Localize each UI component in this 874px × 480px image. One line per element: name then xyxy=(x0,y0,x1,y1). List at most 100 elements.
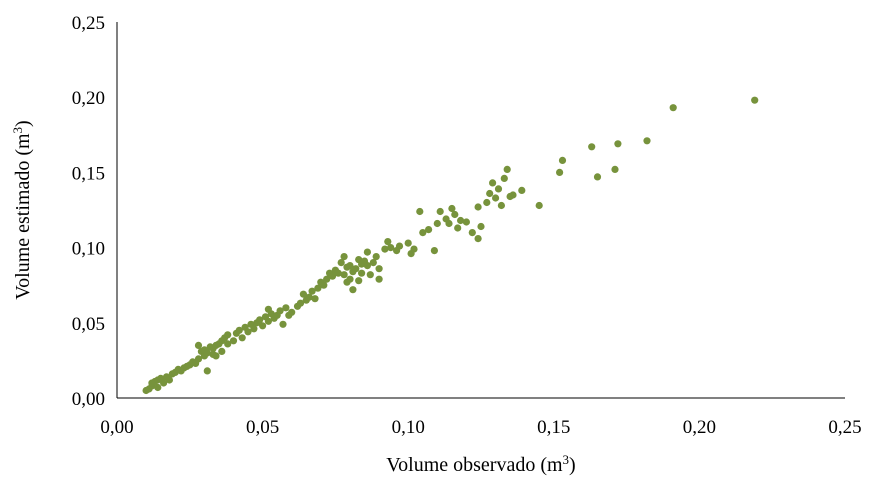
scatter-point xyxy=(494,185,503,193)
scatter-point xyxy=(454,224,462,232)
y-tick-label: 0,00 xyxy=(72,389,105,410)
y-axis-title: Volume estimado (m3) xyxy=(10,120,35,299)
x-tick-label: 0,00 xyxy=(100,417,133,438)
scatter-point xyxy=(256,316,264,324)
scatter-point xyxy=(340,271,348,279)
scatter-point xyxy=(238,334,246,342)
scatter-point xyxy=(404,239,412,247)
scatter-point xyxy=(556,168,564,176)
scatter-point xyxy=(259,322,267,330)
scatter-point xyxy=(218,347,226,355)
x-tick-label: 0,10 xyxy=(392,417,425,438)
scatter-point xyxy=(203,367,211,375)
scatter-point xyxy=(486,189,494,198)
scatter-point xyxy=(643,137,651,145)
scatter-point xyxy=(250,325,258,333)
scatter-point xyxy=(296,299,305,307)
scatter-point xyxy=(535,201,543,210)
scatter-point xyxy=(320,281,328,289)
scatter-point xyxy=(276,307,284,315)
scatter-point xyxy=(457,216,465,225)
y-tick-label: 0,10 xyxy=(72,239,105,260)
scatter-point xyxy=(436,207,444,216)
scatter-point xyxy=(244,328,252,336)
scatter-point xyxy=(337,259,345,267)
scatter-point xyxy=(433,219,441,228)
scatter-point xyxy=(430,247,438,255)
scatter-point xyxy=(352,265,360,273)
y-tick-label: 0,20 xyxy=(72,88,105,109)
y-tick-label: 0,15 xyxy=(72,163,105,184)
data-points xyxy=(142,96,759,395)
x-tick-label: 0,20 xyxy=(683,417,716,438)
scatter-point xyxy=(224,340,232,348)
scatter-point xyxy=(299,290,307,298)
scatter-point xyxy=(509,191,517,199)
scatter-point xyxy=(384,238,392,246)
scatter-point xyxy=(518,186,526,194)
scatter-point xyxy=(165,376,173,384)
x-axis-ticks: 0,00 0,05 0,10 0,15 0,20 0,25 xyxy=(100,417,861,438)
scatter-point xyxy=(462,218,470,226)
scatter-point xyxy=(224,331,232,339)
scatter-point xyxy=(416,207,424,216)
scatter-point xyxy=(410,245,418,253)
scatter-point xyxy=(492,194,500,202)
scatter-point xyxy=(308,287,316,295)
scatter-point xyxy=(323,275,331,283)
x-axis-title: Volume observado (m3) xyxy=(386,452,575,477)
scatter-point xyxy=(363,248,371,256)
scatter-point xyxy=(314,284,322,292)
scatter-point xyxy=(468,229,476,237)
scatter-point xyxy=(375,265,383,273)
scatter-point xyxy=(369,259,377,267)
x-tick-label: 0,05 xyxy=(246,417,279,438)
scatter-point xyxy=(288,308,296,316)
scatter-point xyxy=(349,286,357,294)
scatter-point xyxy=(474,235,482,243)
x-tick-label: 0,15 xyxy=(537,417,570,438)
scatter-point xyxy=(448,204,456,213)
scatter-point xyxy=(235,326,243,334)
scatter-point xyxy=(358,269,366,277)
scatter-point xyxy=(445,219,453,228)
scatter-point xyxy=(500,174,508,182)
scatter-point xyxy=(558,156,567,164)
scatter-point xyxy=(588,143,596,151)
scatter-point xyxy=(194,355,203,363)
scatter-point xyxy=(279,320,287,328)
scatter-point xyxy=(611,165,619,173)
scatter-point xyxy=(212,352,220,360)
scatter-point xyxy=(355,277,363,285)
scatter-point xyxy=(363,262,371,270)
scatter-point xyxy=(203,349,211,357)
y-tick-label: 0,05 xyxy=(72,314,105,335)
scatter-point xyxy=(375,275,383,283)
scatter-point xyxy=(503,165,511,173)
y-axis-ticks: 0,00 0,05 0,10 0,15 0,20 0,25 xyxy=(72,13,105,410)
scatter-point xyxy=(381,245,389,253)
scatter-point xyxy=(451,210,459,219)
scatter-point xyxy=(305,293,313,301)
scatter-point xyxy=(154,383,162,392)
scatter-point xyxy=(483,198,491,207)
scatter-point xyxy=(160,379,168,387)
scatter-point xyxy=(614,140,622,148)
scatter-point xyxy=(669,104,677,112)
scatter-point xyxy=(477,222,485,231)
scatter-point xyxy=(346,262,354,270)
x-tick-label: 0,25 xyxy=(828,417,861,438)
scatter-point xyxy=(366,271,374,279)
scatter-point xyxy=(497,201,505,210)
scatter-point xyxy=(194,341,203,349)
scatter-point xyxy=(340,253,348,261)
y-tick-label: 0,25 xyxy=(72,13,105,34)
scatter-point xyxy=(346,275,354,283)
scatter-point xyxy=(419,229,427,237)
scatter-point xyxy=(425,226,433,234)
scatter-point xyxy=(264,317,272,325)
scatter-point xyxy=(751,96,759,104)
scatter-point xyxy=(372,253,380,261)
scatter-point xyxy=(229,337,238,345)
